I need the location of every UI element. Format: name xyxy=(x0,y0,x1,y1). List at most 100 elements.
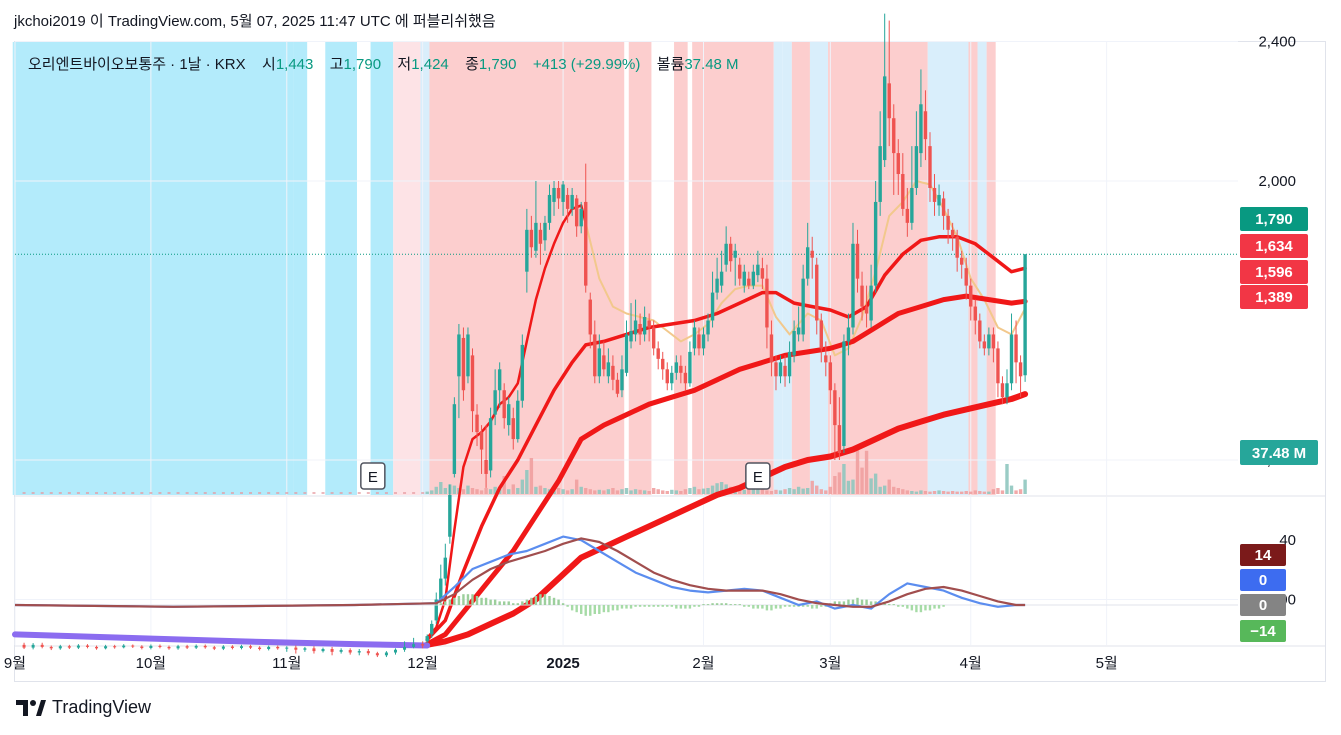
volume-bar xyxy=(185,492,189,494)
volume-bar xyxy=(321,492,325,494)
candle-body xyxy=(837,425,842,454)
candle-body xyxy=(910,187,914,223)
candle-body xyxy=(887,83,891,119)
macd-hist-bar xyxy=(489,599,492,605)
volume-bar xyxy=(85,492,89,494)
candle-body xyxy=(1000,383,1005,398)
volume-bar xyxy=(692,486,697,494)
background-band xyxy=(809,42,829,495)
macd-hist-bar xyxy=(539,594,542,605)
candle-body xyxy=(688,351,692,384)
earnings-marker-label: E xyxy=(368,469,378,486)
macd-hist-bar xyxy=(688,605,692,609)
candle-body xyxy=(529,229,534,248)
macd-hist-bar xyxy=(801,605,805,607)
price-badge-text: 1,634 xyxy=(1255,238,1293,255)
macd-value-badge xyxy=(1240,594,1286,616)
volume-bar xyxy=(158,492,162,494)
candle-body xyxy=(710,292,715,321)
macd-hist-bar xyxy=(616,605,619,611)
time-axis[interactable]: 9월 10월 11월 12월 2025 2월 3월 4월 5월 xyxy=(4,655,1118,672)
volume-bar xyxy=(470,488,475,494)
volume-bar xyxy=(466,485,470,494)
candle-body xyxy=(95,646,99,649)
macd-hist-bar xyxy=(493,599,497,605)
macd-hist-bar xyxy=(743,605,746,607)
symbol-line[interactable]: 오리엔트바이오보통주 · 1날 · KRX xyxy=(28,56,246,73)
volume-bar xyxy=(58,492,62,494)
candle-body xyxy=(819,320,823,349)
macd-hist-bar xyxy=(602,605,606,613)
volume-bar xyxy=(778,490,783,494)
macd-hist-bar xyxy=(761,605,764,609)
volume-bar xyxy=(892,486,896,494)
macd-hist-bar xyxy=(552,597,556,605)
candle-body xyxy=(194,645,198,648)
macd-hist-bar xyxy=(607,605,610,613)
volume-bar xyxy=(647,491,651,494)
background-band xyxy=(968,42,978,495)
candle-body xyxy=(221,646,225,649)
volume-bar xyxy=(864,450,869,494)
candle-body xyxy=(267,646,271,650)
volume-bar xyxy=(950,491,955,494)
macd-hist-bar xyxy=(661,605,664,607)
volume-bar xyxy=(443,488,448,494)
macd-hist-bar xyxy=(924,605,927,611)
volume-bar xyxy=(1023,479,1027,494)
change-value: +413 (+29.99%) xyxy=(532,56,641,73)
volume-bar xyxy=(742,489,746,494)
macd-hist-bar xyxy=(779,605,782,609)
candle-body xyxy=(85,645,89,647)
earnings-marker-label: E xyxy=(753,469,763,486)
volume-bar xyxy=(615,490,620,494)
candle-body xyxy=(339,650,343,652)
volume-bar xyxy=(987,491,991,494)
volume-bar xyxy=(412,492,416,494)
volume-bar xyxy=(697,489,701,494)
volume-bar xyxy=(1000,490,1005,494)
volume-bar xyxy=(452,485,457,494)
volume-bar xyxy=(113,492,117,494)
candle-body xyxy=(715,278,719,293)
candle-body xyxy=(249,646,253,648)
candle-body xyxy=(113,646,117,648)
macd-hist-bar xyxy=(557,599,560,605)
volume-bar xyxy=(579,486,583,494)
candle-body xyxy=(674,362,679,373)
chart-legend: 오리엔트바이오보통주 · 1날 · KRX 시1,443 고1,790 저1,4… xyxy=(28,53,739,74)
close-label: 종 xyxy=(465,56,479,73)
volume-bar xyxy=(434,486,438,494)
macd-hist-bar xyxy=(634,605,637,607)
candle-body xyxy=(547,194,552,223)
volume-bar xyxy=(339,492,343,494)
footer-brand: TradingView xyxy=(52,697,152,717)
macd-hist-bar xyxy=(462,594,465,605)
macd-hist-bar xyxy=(638,605,642,607)
candle-body xyxy=(602,355,606,370)
volume-bar xyxy=(294,492,298,494)
candle-body xyxy=(633,320,638,335)
candle-body xyxy=(543,222,547,241)
macd-hist-bar xyxy=(851,599,855,605)
volume-bar xyxy=(805,488,810,494)
candle-body xyxy=(719,271,724,286)
candle-body xyxy=(606,362,611,377)
candle-body xyxy=(230,646,234,648)
macd-hist-bar xyxy=(530,597,533,605)
candle-body xyxy=(765,278,769,328)
macd-hist-bar xyxy=(906,605,909,609)
volume-bar xyxy=(538,485,543,494)
volume-bar xyxy=(679,491,683,494)
volume-bar xyxy=(276,492,280,494)
volume-bar xyxy=(633,489,638,494)
volume-bar xyxy=(194,492,198,494)
macd-hist-bar xyxy=(783,605,787,607)
volume-bar xyxy=(122,492,126,494)
volume-bar xyxy=(570,489,574,494)
candle-body xyxy=(978,320,982,342)
candle-body xyxy=(769,334,774,363)
candle-body xyxy=(697,334,701,349)
candle-body xyxy=(570,194,574,209)
